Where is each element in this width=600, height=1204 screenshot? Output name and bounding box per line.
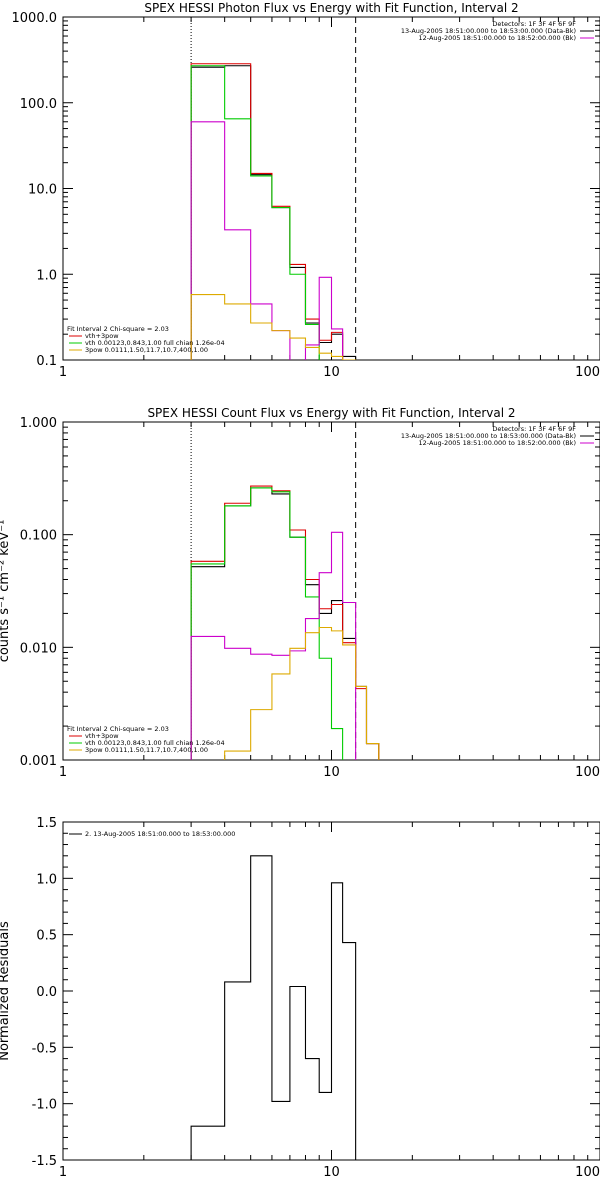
x-tick-label: 1 — [59, 765, 67, 780]
y-tick-label: 1.0 — [36, 872, 57, 887]
x-tick-label: 100 — [575, 1165, 600, 1180]
y-tick-label: 1.5 — [36, 816, 57, 831]
y-tick-label: 100.0 — [20, 97, 57, 112]
chart-title: SPEX HESSI Count Flux vs Energy with Fit… — [147, 406, 515, 420]
step-series-2 — [191, 486, 379, 762]
y-tick-label: 0.0 — [36, 985, 57, 1000]
step-series-1 — [191, 488, 379, 762]
chart-panel-3: Normalized Residuals 1 10 100 -1.5 -1.0 -0.5 0.… — [0, 816, 600, 1180]
y-axis-label: Normalized Residuals — [0, 921, 12, 1061]
legend-text: 2. 13-Aug-2005 18:51:00.000 to 18:53:00.… — [85, 830, 235, 838]
x-tick-label: 1 — [59, 1165, 67, 1180]
series-group — [191, 856, 356, 1162]
info-text: 12-Aug-2005 18:51:00.000 to 18:52:00.000… — [419, 439, 576, 447]
y-tick-label: -1.5 — [32, 1154, 57, 1169]
y-tick-label: 1000.0 — [12, 11, 58, 26]
x-tick-label: 100 — [575, 365, 600, 380]
legend-text: 3pow 0.0111,1.50,11.7,10.7,400,1.00 — [85, 346, 208, 354]
chart-panel-2: SPEX HESSI Count Flux vs Energy with Fit… — [0, 406, 600, 785]
y-tick-label: 0.001 — [20, 754, 57, 769]
step-series-1 — [191, 856, 356, 1162]
y-tick-label: 0.1 — [36, 354, 57, 369]
x-tick-label: 1 — [59, 365, 67, 380]
y-tick-label: -1.0 — [32, 1098, 57, 1113]
info-text: 12-Aug-2005 18:51:00.000 to 18:52:00.000… — [419, 34, 576, 42]
y-tick-label: 1.0 — [36, 268, 57, 283]
x-tick-label: 10 — [323, 365, 340, 380]
y-tick-label: 0.5 — [36, 929, 57, 944]
x-tick-label: 10 — [323, 1165, 340, 1180]
x-tick-label: 100 — [575, 765, 600, 780]
x-tick-label: 10 — [323, 765, 340, 780]
legend-text: 3pow 0.0111,1.50,11.7,10.7,400,1.00 — [85, 746, 208, 754]
chart-panel-1: SPEX HESSI Photon Flux vs Energy with Fi… — [12, 1, 600, 386]
y-axis-label: counts s⁻¹ cm⁻² keV⁻¹ — [0, 520, 12, 663]
y-tick-label: 0.100 — [20, 529, 57, 544]
step-series-5 — [191, 627, 379, 770]
y-tick-label: 1.000 — [20, 416, 57, 431]
step-series-4 — [191, 532, 379, 785]
y-tick-label: 10.0 — [28, 183, 57, 198]
series-group — [191, 64, 356, 386]
y-tick-label: -0.5 — [32, 1041, 57, 1056]
y-tick-label: 0.010 — [20, 641, 57, 656]
chart-title: SPEX HESSI Photon Flux vs Energy with Fi… — [144, 1, 518, 15]
